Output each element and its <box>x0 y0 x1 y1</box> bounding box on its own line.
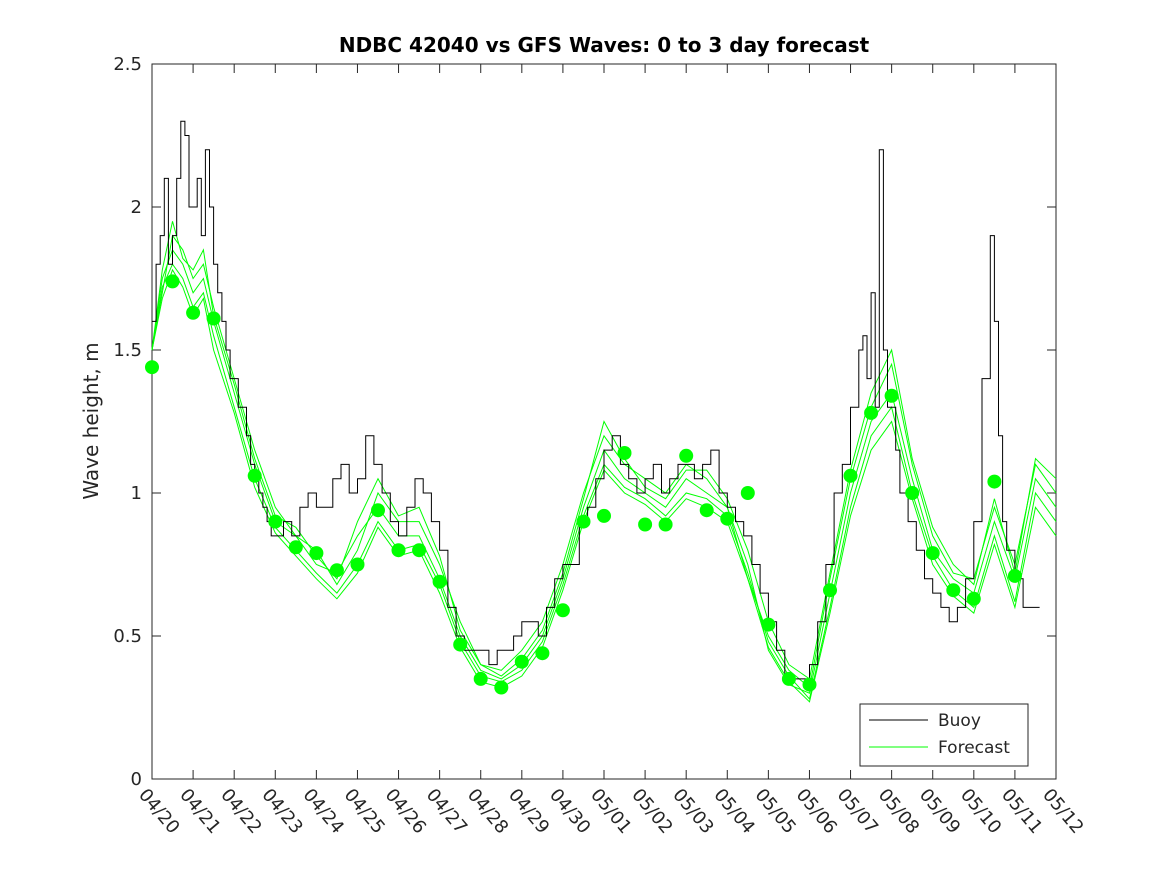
x-tick-label: 05/06 <box>792 785 841 838</box>
forecast-marker <box>597 508 611 523</box>
forecast-marker <box>658 517 673 532</box>
forecast-marker <box>576 514 591 529</box>
forecast-marker <box>925 546 940 561</box>
x-tick-label: 05/09 <box>915 785 964 838</box>
x-tick-label: 04/20 <box>134 785 183 838</box>
x-tick-label: 04/29 <box>504 785 553 838</box>
x-tick-label: 05/08 <box>874 785 923 838</box>
forecast-lines <box>151 221 1057 703</box>
forecast-marker <box>391 543 406 558</box>
x-tick-label: 04/28 <box>463 785 512 838</box>
forecast-marker <box>884 388 899 403</box>
x-tick-label: 05/05 <box>751 785 800 838</box>
forecast-marker <box>720 511 735 526</box>
buoy-line <box>152 120 1040 680</box>
x-tick-label: 04/25 <box>340 785 389 838</box>
forecast-marker <box>1007 568 1022 583</box>
y-tick-label: 0.5 <box>113 626 142 647</box>
forecast-marker <box>802 677 817 692</box>
forecast-marker <box>206 311 221 326</box>
forecast-marker <box>371 503 385 518</box>
x-tick-label: 05/11 <box>997 785 1046 838</box>
forecast-marker <box>309 546 324 561</box>
forecast-marker <box>905 486 920 500</box>
forecast-marker <box>843 468 858 483</box>
forecast-marker <box>864 405 879 420</box>
forecast-marker <box>494 680 509 695</box>
forecast-marker <box>247 468 262 483</box>
forecast-marker <box>514 654 529 669</box>
forecast-marker <box>535 646 550 661</box>
forecast-marker <box>966 591 981 606</box>
x-tick-label: 05/07 <box>833 785 882 838</box>
y-tick-label: 2.5 <box>113 54 142 75</box>
y-tick-label: 1.5 <box>113 340 142 361</box>
forecast-marker <box>679 448 694 463</box>
forecast-series-line <box>151 234 1057 689</box>
forecast-marker <box>329 563 344 578</box>
forecast-marker <box>987 474 1002 489</box>
forecast-marker <box>350 557 365 572</box>
y-axis-ticks: 0 0.5 1 1.5 2 2.5 <box>113 54 1056 790</box>
forecast-marker <box>946 583 961 598</box>
forecast-marker <box>823 583 837 598</box>
x-tick-label: 04/27 <box>422 785 471 838</box>
forecast-series-line <box>151 263 1057 700</box>
forecast-marker <box>761 617 776 632</box>
x-tick-label: 04/23 <box>257 785 306 838</box>
forecast-marker <box>555 603 570 618</box>
x-tick-label: 04/21 <box>175 785 224 838</box>
chart-title: NDBC 42040 vs GFS Waves: 0 to 3 day fore… <box>339 33 870 57</box>
forecast-marker <box>699 503 714 518</box>
forecast-marker <box>453 637 468 652</box>
x-tick-label: 05/02 <box>627 785 676 838</box>
legend-box <box>859 703 1029 767</box>
forecast-marker <box>165 274 180 289</box>
forecast-marker <box>473 671 488 686</box>
forecast-marker <box>412 543 427 558</box>
x-tick-label: 04/30 <box>545 785 594 838</box>
x-tick-label: 04/24 <box>299 785 348 838</box>
forecast-marker <box>288 540 303 555</box>
forecast-marker <box>740 486 755 500</box>
y-tick-label: 2 <box>131 197 142 218</box>
legend: Buoy Forecast <box>859 703 1029 767</box>
forecast-marker <box>145 360 159 375</box>
y-tick-label: 1 <box>131 483 142 504</box>
forecast-marker <box>186 305 201 320</box>
forecast-marker <box>432 574 447 589</box>
x-tick-label: 05/01 <box>586 785 635 838</box>
x-tick-label: 04/22 <box>216 785 265 838</box>
y-tick-label: 0 <box>131 769 142 790</box>
x-tick-label: 05/03 <box>668 785 717 838</box>
x-tick-label: 05/04 <box>709 785 758 838</box>
y-axis-label: Wave height, m <box>79 342 103 499</box>
forecast-marker <box>638 517 653 532</box>
x-tick-label: 05/10 <box>956 785 1005 838</box>
x-tick-label: 05/12 <box>1038 785 1087 838</box>
legend-buoy-label: Buoy <box>938 711 981 731</box>
legend-forecast-label: Forecast <box>938 738 1010 758</box>
forecast-markers <box>145 274 1022 695</box>
buoy-series-line <box>152 120 1040 680</box>
forecast-marker <box>781 671 796 686</box>
forecast-marker <box>268 514 283 529</box>
forecast-series-line <box>151 221 1057 680</box>
x-tick-label: 04/26 <box>381 785 430 838</box>
forecast-marker <box>617 446 632 460</box>
